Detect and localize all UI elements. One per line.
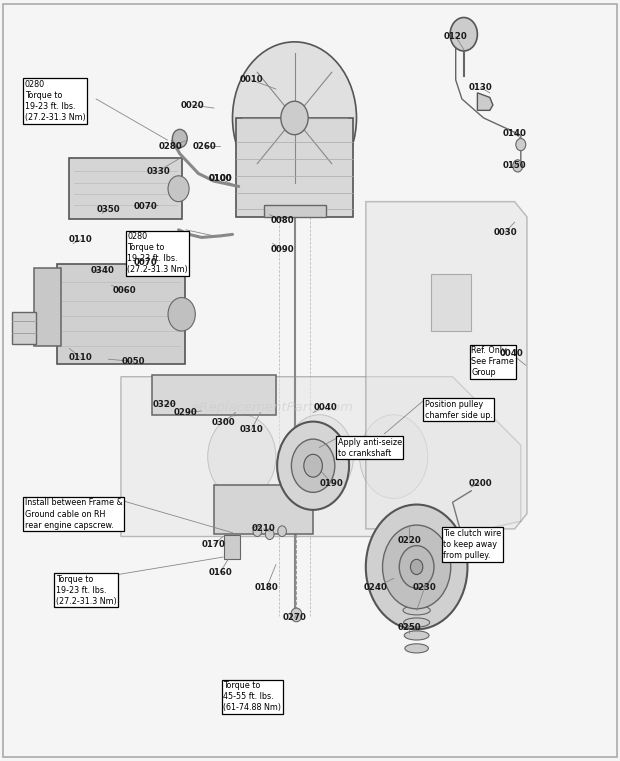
Circle shape — [366, 505, 467, 629]
FancyBboxPatch shape — [264, 205, 326, 217]
Text: Position pulley
chamfer side up.: Position pulley chamfer side up. — [425, 400, 492, 419]
Circle shape — [285, 415, 353, 498]
Circle shape — [277, 422, 349, 510]
FancyBboxPatch shape — [57, 264, 185, 364]
Circle shape — [383, 525, 451, 609]
Polygon shape — [34, 268, 61, 346]
Circle shape — [304, 454, 322, 477]
Text: 0130: 0130 — [469, 83, 492, 92]
FancyBboxPatch shape — [214, 485, 313, 534]
Text: 0280
Torque to
19-23 ft. lbs.
(27.2-31.3 Nm): 0280 Torque to 19-23 ft. lbs. (27.2-31.3… — [127, 232, 188, 275]
Text: 0010: 0010 — [239, 75, 263, 84]
Text: 0080: 0080 — [270, 216, 294, 225]
Text: 0160: 0160 — [208, 568, 232, 577]
Text: 0210: 0210 — [252, 524, 275, 533]
Text: 0070: 0070 — [134, 258, 157, 267]
Ellipse shape — [404, 618, 430, 627]
Text: 0020: 0020 — [180, 100, 204, 110]
Circle shape — [172, 129, 187, 148]
Text: Tie clutch wire
to keep away
from pulley.: Tie clutch wire to keep away from pulley… — [443, 529, 502, 560]
FancyBboxPatch shape — [236, 118, 353, 217]
Text: 0300: 0300 — [211, 418, 235, 427]
Text: 0320: 0320 — [153, 400, 176, 409]
Text: 0190: 0190 — [320, 479, 343, 488]
Circle shape — [399, 546, 434, 588]
Ellipse shape — [403, 606, 430, 615]
Text: 0110: 0110 — [69, 235, 92, 244]
Text: 0290: 0290 — [174, 408, 198, 417]
FancyBboxPatch shape — [224, 535, 240, 559]
Circle shape — [410, 559, 423, 575]
Text: 0150: 0150 — [503, 161, 526, 170]
FancyBboxPatch shape — [152, 375, 276, 415]
Circle shape — [291, 439, 335, 492]
Polygon shape — [121, 377, 521, 537]
Text: 0230: 0230 — [413, 583, 436, 592]
Text: Torque to
45-55 ft. lbs.
(61-74.88 Nm): Torque to 45-55 ft. lbs. (61-74.88 Nm) — [223, 681, 281, 712]
Text: eReplacementParts.com: eReplacementParts.com — [192, 400, 354, 414]
FancyBboxPatch shape — [12, 312, 36, 344]
Text: 0100: 0100 — [208, 174, 232, 183]
Circle shape — [513, 160, 523, 172]
Text: 0310: 0310 — [239, 425, 263, 435]
Text: 0110: 0110 — [69, 353, 92, 362]
Text: 0040: 0040 — [314, 403, 337, 412]
Text: 0200: 0200 — [469, 479, 492, 488]
Circle shape — [278, 526, 286, 537]
Circle shape — [450, 18, 477, 51]
Text: 0250: 0250 — [397, 623, 421, 632]
Text: 0070: 0070 — [134, 202, 157, 212]
Circle shape — [168, 176, 189, 202]
Text: 0170: 0170 — [202, 540, 226, 549]
Text: 0140: 0140 — [503, 129, 526, 138]
Circle shape — [360, 415, 428, 498]
Ellipse shape — [404, 631, 429, 640]
Text: 0100: 0100 — [208, 174, 232, 183]
Text: 0120: 0120 — [444, 32, 467, 41]
Text: 0040: 0040 — [500, 349, 523, 358]
Text: Torque to
19-23 ft. lbs.
(27.2-31.3 Nm): Torque to 19-23 ft. lbs. (27.2-31.3 Nm) — [56, 575, 117, 606]
Circle shape — [253, 526, 262, 537]
Text: 0030: 0030 — [494, 228, 517, 237]
Circle shape — [265, 529, 274, 540]
Text: Ref. Only
See Frame
Group: Ref. Only See Frame Group — [471, 346, 514, 377]
Text: 0240: 0240 — [363, 583, 387, 592]
Text: Install between Frame &
Ground cable on RH
rear engine capscrew.: Install between Frame & Ground cable on … — [25, 498, 123, 530]
Ellipse shape — [405, 644, 428, 653]
Polygon shape — [366, 202, 527, 529]
Text: 0090: 0090 — [270, 245, 294, 254]
Text: 0280
Torque to
19-23 ft. lbs.
(27.2-31.3 Nm): 0280 Torque to 19-23 ft. lbs. (27.2-31.3… — [25, 80, 86, 123]
Text: 0060: 0060 — [112, 286, 136, 295]
Text: 0220: 0220 — [397, 536, 421, 545]
Text: 0330: 0330 — [146, 167, 170, 176]
Text: 0260: 0260 — [193, 142, 216, 151]
Text: 0050: 0050 — [122, 357, 145, 366]
Text: 0280: 0280 — [159, 142, 182, 151]
Circle shape — [516, 139, 526, 151]
Circle shape — [168, 298, 195, 331]
Circle shape — [281, 101, 308, 135]
Circle shape — [232, 42, 356, 194]
Text: Apply anti-seize
to crankshaft: Apply anti-seize to crankshaft — [338, 438, 402, 457]
Text: 0180: 0180 — [255, 583, 278, 592]
FancyBboxPatch shape — [431, 274, 471, 331]
Text: 0350: 0350 — [97, 205, 120, 214]
Polygon shape — [477, 93, 493, 110]
Text: 0340: 0340 — [91, 266, 114, 275]
Text: 0270: 0270 — [283, 613, 306, 622]
FancyBboxPatch shape — [69, 158, 182, 219]
Circle shape — [208, 415, 276, 498]
Circle shape — [291, 608, 302, 622]
